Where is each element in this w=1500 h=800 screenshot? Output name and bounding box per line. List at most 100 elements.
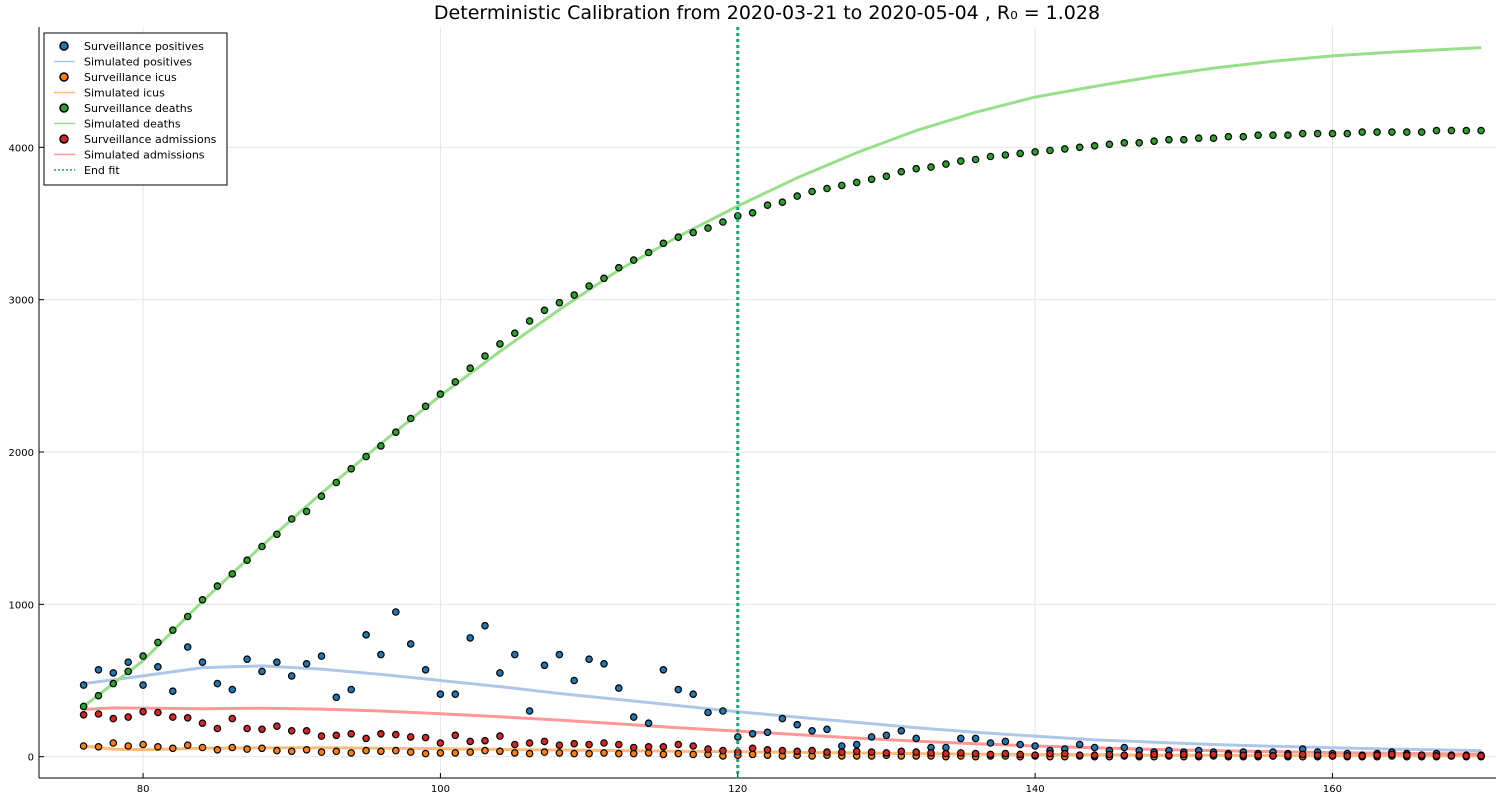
data-point <box>466 364 475 373</box>
legend-label: Simulated deaths <box>84 118 181 131</box>
data-point <box>1373 128 1381 136</box>
data-point <box>302 726 311 735</box>
data-point <box>169 744 177 753</box>
data-point <box>1328 752 1337 760</box>
data-point <box>421 749 430 758</box>
legend-label: Simulated icus <box>84 87 165 100</box>
data-point <box>674 740 683 749</box>
data-point <box>882 731 891 740</box>
data-point <box>362 452 370 461</box>
data-point <box>391 746 400 755</box>
data-point <box>213 679 222 688</box>
data-point <box>1090 142 1099 150</box>
data-point <box>109 679 118 688</box>
data-point <box>763 201 772 210</box>
data-point <box>317 732 326 740</box>
data-point <box>1135 751 1144 760</box>
x-tick-label: 120 <box>728 784 747 795</box>
data-point <box>332 478 341 487</box>
data-point <box>466 737 475 746</box>
data-point <box>704 708 712 717</box>
data-point <box>391 730 400 739</box>
data-point <box>1343 129 1352 138</box>
data-point <box>1432 752 1441 760</box>
data-point <box>719 746 727 755</box>
data-point <box>1269 752 1277 760</box>
data-point <box>1031 742 1039 750</box>
data-point <box>496 732 504 740</box>
data-point <box>183 741 192 750</box>
data-point <box>897 167 906 176</box>
data-point <box>139 652 147 660</box>
data-point <box>555 741 564 750</box>
data-point <box>748 729 757 738</box>
data-point <box>198 719 207 728</box>
data-point <box>391 428 400 437</box>
legend-label: Surveillance positives <box>84 40 204 53</box>
data-point <box>704 224 712 232</box>
data-point <box>629 713 638 721</box>
data-point <box>971 734 980 743</box>
data-point <box>555 749 564 757</box>
data-point <box>1194 134 1203 143</box>
data-point <box>79 702 88 711</box>
data-point <box>154 638 162 647</box>
data-point <box>421 665 430 674</box>
data-point <box>882 172 891 181</box>
data-point <box>585 282 593 290</box>
series-points-surveillance-positives <box>79 608 1485 760</box>
data-point <box>1358 128 1367 136</box>
data-point <box>629 749 638 758</box>
data-point <box>778 714 787 723</box>
data-point <box>585 655 593 664</box>
data-point <box>837 181 846 190</box>
chart-title: Deterministic Calibration from 2020-03-2… <box>434 2 1100 24</box>
data-point <box>243 724 251 733</box>
data-point <box>1194 751 1203 760</box>
data-point <box>689 228 698 237</box>
data-point <box>273 658 281 667</box>
data-point <box>808 187 816 196</box>
data-point <box>540 748 549 756</box>
x-tick-label: 160 <box>1323 784 1342 795</box>
data-point <box>466 748 475 756</box>
data-point <box>377 747 385 756</box>
data-point <box>496 747 504 756</box>
data-point <box>228 714 237 723</box>
data-point <box>332 731 341 740</box>
data-point <box>956 157 965 165</box>
data-point <box>1016 750 1025 759</box>
legend-label: Surveillance icus <box>84 71 177 84</box>
data-point <box>302 659 311 668</box>
data-point <box>1224 751 1233 760</box>
data-point <box>406 640 415 648</box>
data-point <box>258 542 266 551</box>
data-point <box>332 747 341 756</box>
data-point <box>228 685 237 694</box>
data-point <box>213 745 222 754</box>
data-point <box>1031 751 1039 760</box>
data-point <box>362 734 370 743</box>
data-point <box>793 720 802 729</box>
data-point <box>1001 749 1010 758</box>
data-point <box>986 739 995 747</box>
data-point <box>852 747 861 756</box>
data-point <box>154 662 162 671</box>
data-point <box>927 749 935 757</box>
data-point <box>302 507 311 516</box>
data-point <box>1075 740 1084 749</box>
data-point <box>614 684 623 692</box>
data-point <box>183 643 192 651</box>
series-line-simulated-positives <box>83 664 1482 753</box>
data-point <box>1477 126 1485 135</box>
data-point <box>183 713 192 722</box>
data-point <box>1165 135 1173 144</box>
data-point <box>451 749 460 757</box>
data-point <box>704 745 712 753</box>
data-point <box>287 672 296 680</box>
data-point <box>436 739 445 747</box>
data-point <box>377 729 385 738</box>
data-point <box>956 734 965 743</box>
data-point <box>1313 751 1322 760</box>
data-point <box>1150 137 1158 146</box>
